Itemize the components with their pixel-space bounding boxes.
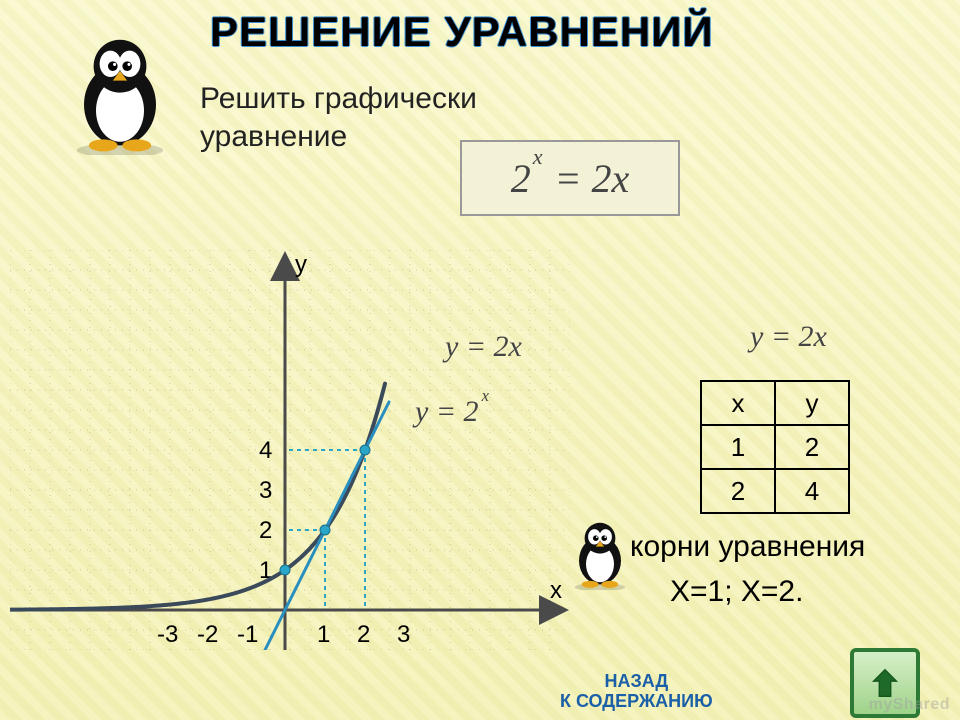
svg-text:x: x xyxy=(550,577,562,604)
label-right-eq: y = 2x xyxy=(750,320,827,354)
roots-label: корни уравнения xyxy=(630,530,865,564)
graph: -3-2-11231234xy xyxy=(10,250,570,650)
table-row: 1 2 xyxy=(701,425,849,469)
watermark: myShared xyxy=(869,696,950,714)
table-cell: x xyxy=(701,381,775,425)
table-row: 2 4 xyxy=(701,469,849,513)
task-line1: Решить графически xyxy=(200,82,477,115)
svg-text:-3: -3 xyxy=(157,621,178,648)
table-cell: 2 xyxy=(775,425,849,469)
xy-table: x y 1 2 2 4 xyxy=(700,380,850,514)
svg-text:3: 3 xyxy=(397,621,410,648)
table-cell: y xyxy=(775,381,849,425)
penguin-icon xyxy=(565,520,635,590)
table-cell: 1 xyxy=(701,425,775,469)
svg-text:3: 3 xyxy=(259,477,272,504)
table-cell: 2 xyxy=(701,469,775,513)
svg-text:-2: -2 xyxy=(197,621,218,648)
equation-box: 2x = 2x xyxy=(460,140,680,216)
task-line2: уравнение xyxy=(200,120,347,153)
back-link[interactable]: НАЗАДК СОДЕРЖАНИЮ xyxy=(560,672,713,712)
roots-values: X=1; X=2. xyxy=(670,575,803,609)
svg-text:2: 2 xyxy=(357,621,370,648)
equation: 2x = 2x xyxy=(511,155,630,202)
svg-text:y: y xyxy=(295,251,307,278)
table-cell: 4 xyxy=(775,469,849,513)
svg-text:1: 1 xyxy=(317,621,330,648)
penguin-icon xyxy=(60,35,180,155)
page-title: РЕШЕНИЕ УРАВНЕНИЙ xyxy=(210,8,714,56)
table-row: x y xyxy=(701,381,849,425)
svg-text:-1: -1 xyxy=(237,621,258,648)
svg-text:2: 2 xyxy=(259,517,272,544)
svg-text:4: 4 xyxy=(259,437,272,464)
task-text: Решить графически уравнение xyxy=(200,80,477,155)
